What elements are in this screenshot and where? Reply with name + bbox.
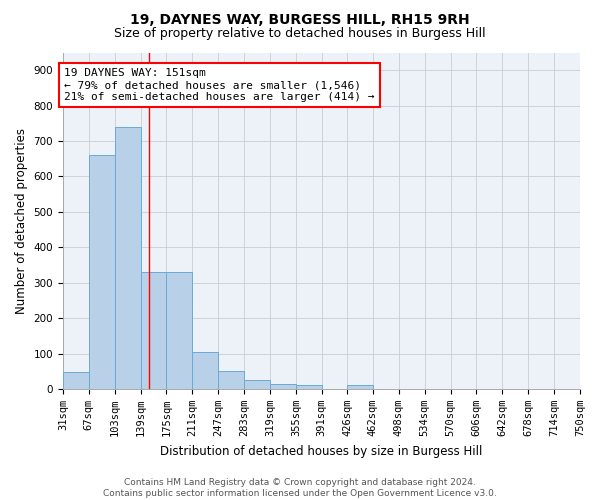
Bar — [140, 272, 166, 389]
Bar — [89, 155, 115, 389]
Y-axis label: Number of detached properties: Number of detached properties — [15, 128, 28, 314]
Text: Size of property relative to detached houses in Burgess Hill: Size of property relative to detached ho… — [114, 28, 486, 40]
Bar — [63, 372, 89, 389]
X-axis label: Distribution of detached houses by size in Burgess Hill: Distribution of detached houses by size … — [160, 444, 482, 458]
Text: Contains HM Land Registry data © Crown copyright and database right 2024.
Contai: Contains HM Land Registry data © Crown c… — [103, 478, 497, 498]
Text: 19 DAYNES WAY: 151sqm
← 79% of detached houses are smaller (1,546)
21% of semi-d: 19 DAYNES WAY: 151sqm ← 79% of detached … — [64, 68, 375, 102]
Bar — [270, 384, 296, 389]
Bar — [347, 386, 373, 389]
Bar — [166, 272, 193, 389]
Bar — [218, 371, 244, 389]
Text: 19, DAYNES WAY, BURGESS HILL, RH15 9RH: 19, DAYNES WAY, BURGESS HILL, RH15 9RH — [130, 12, 470, 26]
Bar — [115, 127, 140, 389]
Bar — [244, 380, 270, 389]
Bar — [296, 386, 322, 389]
Bar — [193, 352, 218, 389]
